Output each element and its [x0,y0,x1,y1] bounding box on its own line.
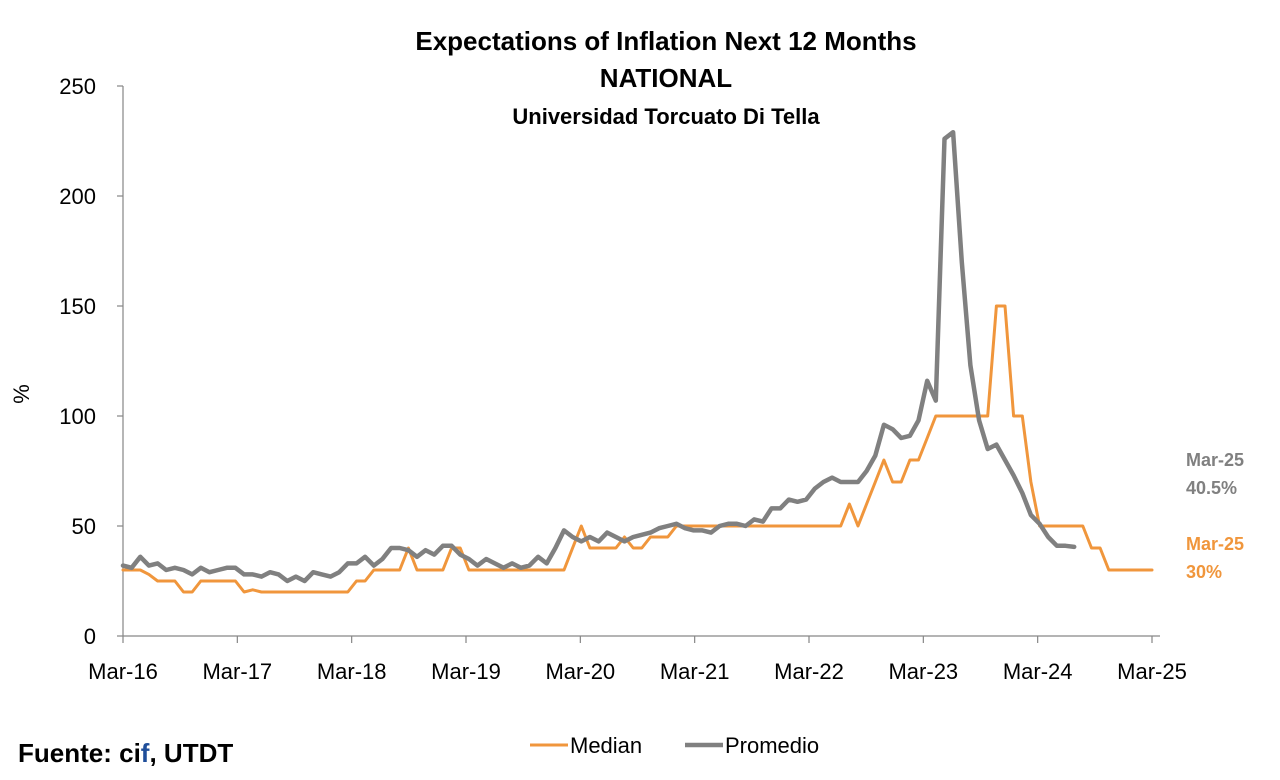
end-value-promedio: 40.5% [1186,478,1237,498]
source-accent: f [140,738,150,768]
y-tick-label: 200 [59,184,96,209]
x-tick-label: Mar-19 [431,659,501,684]
x-tick-label: Mar-21 [660,659,730,684]
series-layer [120,129,1154,594]
y-tick-label: 100 [59,404,96,429]
x-tick-label: Mar-17 [202,659,272,684]
end-label-promedio: Mar-25 [1186,450,1244,470]
y-tick-label: 0 [84,624,96,649]
legend-label-median: Median [570,733,642,758]
series-line-promedio [120,129,1077,584]
chart-subtitle-2: Universidad Torcuato Di Tella [512,104,820,129]
x-tick-label: Mar-20 [545,659,615,684]
x-tick-label: Mar-25 [1117,659,1187,684]
y-tick-label: 50 [72,514,96,539]
end-value-median: 30% [1186,562,1222,582]
x-tick-label: Mar-23 [888,659,958,684]
y-tick-label: 150 [59,294,96,319]
x-tick-label: Mar-18 [317,659,387,684]
legend-label-promedio: Promedio [725,733,819,758]
chart-title: Expectations of Inflation Next 12 Months [415,26,916,56]
x-axis: Mar-16 Mar-17 Mar-18 Mar-19 Mar-20 Mar-21 Mar-… [88,635,1187,684]
y-tick-label: 250 [59,74,96,99]
y-axis: 0 50 100 150 200 250 [59,74,124,649]
source-note: Fuente: cif, UTDT [18,738,233,769]
x-tick-label: Mar-22 [774,659,844,684]
source-suffix: , UTDT [149,738,234,768]
end-annotations: Mar-25 40.5% Mar-25 30% [1186,450,1244,582]
y-axis-label: % [9,384,34,404]
x-tick-label: Mar-24 [1003,659,1073,684]
chart-subtitle: NATIONAL [600,63,733,93]
legend: Median Promedio [530,733,819,758]
x-tick-label: Mar-16 [88,659,158,684]
end-label-median: Mar-25 [1186,534,1244,554]
source-prefix: Fuente: ci [18,738,141,768]
